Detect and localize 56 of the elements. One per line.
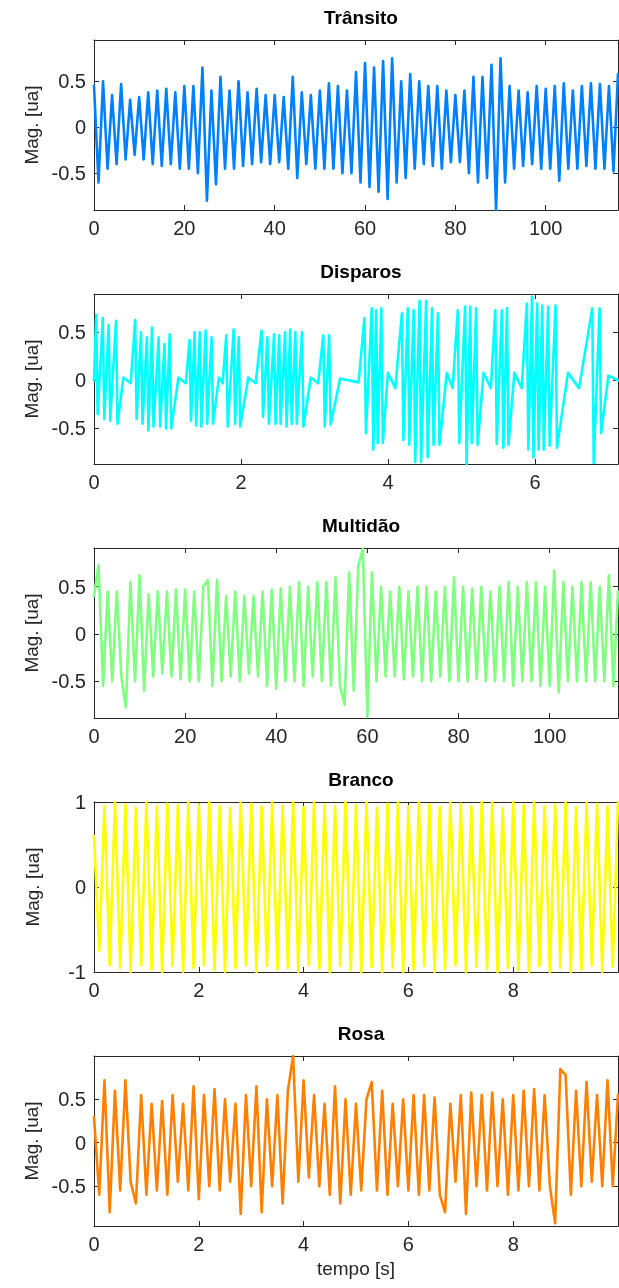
y-axis-title: Mag. [ua] (20, 593, 42, 673)
y-tick-label: 0.5 (58, 321, 86, 344)
x-tick-label: 4 (298, 1233, 310, 1255)
y-axis-title: Mag. [ua] (20, 1101, 42, 1181)
x-tick-label: 0 (88, 1233, 100, 1255)
y-tick-label: -0.5 (51, 417, 86, 440)
line-series (92, 800, 619, 974)
x-tick-label: 4 (382, 471, 394, 493)
x-tick-label: 100 (529, 217, 563, 239)
x-tick-label: 100 (532, 725, 567, 747)
x-tick-label: 2 (193, 1233, 205, 1255)
x-tick-label: 6 (402, 979, 414, 1001)
x-tick-label: 40 (265, 725, 288, 747)
y-tick-label: 0 (74, 116, 86, 139)
x-tick-label: 40 (263, 217, 286, 239)
y-tick-label: -0.5 (51, 1175, 86, 1198)
chart-title: Branco (328, 769, 394, 790)
y-axis-title: Mag. [ua] (20, 85, 42, 165)
chart-title: Trânsito (324, 7, 398, 28)
x-tick-label: 6 (529, 471, 541, 493)
x-tick-label: 2 (235, 471, 247, 493)
x-tick-label: 0 (88, 725, 100, 747)
y-tick-label: 0.5 (58, 1088, 86, 1111)
x-tick-label: 80 (444, 217, 467, 239)
x-tick-label: 8 (507, 1233, 519, 1255)
y-tick-label: 0.5 (58, 575, 86, 598)
chart-title: Rosa (337, 1023, 385, 1044)
x-axis-title: tempo [s] (316, 1258, 396, 1279)
y-tick-label: 0 (74, 622, 86, 645)
chart-title: Multidão (321, 515, 401, 536)
x-tick-label: 0 (88, 217, 100, 239)
y-tick-label: 1 (74, 791, 86, 813)
y-axis-title: Mag. [ua] (22, 847, 43, 927)
x-tick-label: 2 (193, 979, 205, 1001)
x-tick-label: 0 (88, 471, 100, 493)
y-tick-label: 0 (74, 876, 86, 898)
y-tick-label: -1 (68, 961, 86, 983)
y-tick-label: -0.5 (51, 670, 86, 693)
line-series (92, 295, 619, 466)
line-series (92, 1054, 619, 1225)
x-tick-label: 60 (356, 725, 379, 747)
y-tick-label: 0 (74, 369, 86, 392)
y-tick-label: 0.5 (58, 70, 86, 93)
chart-title: Disparos (320, 261, 402, 282)
y-tick-label: -0.5 (51, 162, 86, 185)
x-tick-label: 4 (298, 979, 310, 1001)
y-axis-title: Mag. [ua] (20, 339, 42, 419)
line-series (92, 547, 619, 719)
x-tick-label: 80 (447, 725, 470, 747)
x-tick-label: 8 (507, 979, 519, 1001)
y-tick-label: 0 (74, 1131, 86, 1154)
x-tick-label: 20 (174, 725, 197, 747)
x-tick-label: 60 (353, 217, 377, 239)
x-tick-label: 0 (88, 979, 100, 1001)
x-tick-label: 20 (173, 217, 196, 239)
x-tick-label: 6 (402, 1233, 414, 1255)
